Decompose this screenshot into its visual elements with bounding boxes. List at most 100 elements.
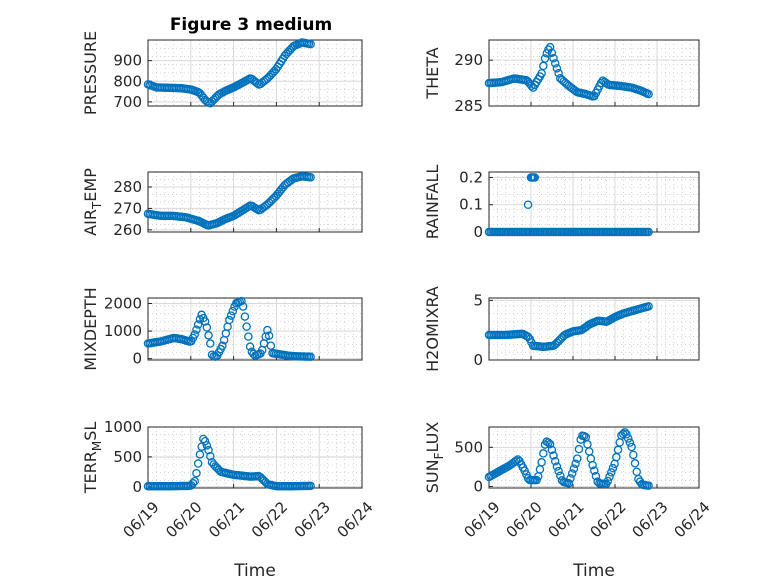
data-point xyxy=(240,312,250,321)
data-point xyxy=(190,477,199,486)
y-axis-label: PRESSURE xyxy=(81,31,100,115)
y-axis-label: RAINFALL xyxy=(423,165,442,240)
data-point xyxy=(567,469,577,478)
data-point xyxy=(192,325,201,334)
data-point xyxy=(608,463,618,473)
data-point xyxy=(630,459,640,468)
data-point xyxy=(603,476,613,486)
data-point xyxy=(228,306,238,316)
data-point xyxy=(200,317,210,326)
y-axis-label: TERRMSL xyxy=(81,422,104,495)
figure-title: Figure 3 medium xyxy=(170,15,332,35)
data-point xyxy=(554,466,563,476)
data-point xyxy=(204,445,213,455)
y-tick-label: 0 xyxy=(473,351,483,369)
y-tick-label: 270 xyxy=(113,199,142,217)
x-axis-label: Time xyxy=(572,561,615,581)
data-point xyxy=(622,429,631,439)
axes-frame xyxy=(147,297,363,361)
subplot-theta: 285 290 THETA xyxy=(423,39,700,115)
data-point xyxy=(193,459,203,468)
data-point xyxy=(244,332,253,341)
x-tick-label: 06/21 xyxy=(544,498,587,541)
data-point xyxy=(644,89,653,99)
y-tick-label: 900 xyxy=(113,52,142,70)
y-tick-label: 260 xyxy=(113,221,142,239)
subplot-air-temp: 260 270 280 AIRTEMP xyxy=(81,168,363,239)
axes-frame xyxy=(488,426,700,489)
data-point xyxy=(202,441,212,450)
data-point xyxy=(192,468,201,478)
axes-frame xyxy=(147,39,363,107)
data-point xyxy=(552,64,562,73)
data-point xyxy=(591,471,601,481)
y-tick-label: 0 xyxy=(132,478,142,496)
y-tick-label: 800 xyxy=(113,72,142,90)
axes-frame xyxy=(488,39,700,107)
y-tick-label: 0 xyxy=(473,477,483,495)
data-point xyxy=(199,434,208,444)
y-tick-label: 500 xyxy=(454,438,483,456)
data-point xyxy=(306,481,315,491)
data-point xyxy=(238,302,248,311)
y-tick-label: 285 xyxy=(454,97,483,115)
x-tick-label: 06/21 xyxy=(205,498,248,541)
x-tick-label: 06/22 xyxy=(586,498,629,541)
subplot-rainfall: 0 0.1 0.2 RAINFALL xyxy=(423,165,700,241)
data-point xyxy=(550,456,560,466)
data-point xyxy=(571,459,580,468)
x-tick-label: 06/20 xyxy=(162,498,205,541)
y-tick-label: 0 xyxy=(473,223,483,241)
data-point xyxy=(204,331,213,340)
data-point xyxy=(237,296,246,306)
x-tick-label: 06/20 xyxy=(502,498,545,541)
axes-frame xyxy=(147,171,363,233)
data-point xyxy=(264,331,274,340)
y-tick-label: 0 xyxy=(132,350,142,368)
data-point xyxy=(545,42,555,52)
y-tick-label: 0.2 xyxy=(459,168,483,186)
data-point xyxy=(206,451,215,461)
x-tick-label: 06/19 xyxy=(119,498,162,541)
data-point xyxy=(644,227,653,237)
data-point xyxy=(547,445,557,455)
subplot-h2omixra: 0 5 H2OMIXRA xyxy=(423,286,700,372)
data-point xyxy=(564,479,574,488)
data-point xyxy=(306,39,315,49)
data-point xyxy=(226,311,236,320)
data-point xyxy=(644,302,653,311)
data-point xyxy=(544,438,553,447)
data-point xyxy=(623,434,633,443)
data-point xyxy=(202,323,212,332)
data-point xyxy=(206,339,215,348)
y-axis-label: H2OMIXRA xyxy=(423,286,442,372)
data-point xyxy=(644,481,653,490)
data-point xyxy=(550,59,560,68)
data-point xyxy=(190,330,199,339)
y-axis-label: THETA xyxy=(423,47,442,99)
data-point xyxy=(547,48,557,57)
y-tick-label: 1000 xyxy=(104,418,142,436)
data-point xyxy=(618,429,628,439)
data-point xyxy=(590,466,599,475)
data-point xyxy=(523,200,533,209)
data-point xyxy=(245,342,255,351)
y-tick-label: 5 xyxy=(473,291,483,309)
subplot-terr-msl: 0 500 1000 06/19 06/20 06/21 06/22 06/23 06/24 Ti… xyxy=(81,418,377,581)
data-point xyxy=(588,460,597,470)
y-tick-label: 700 xyxy=(113,93,142,111)
subplot-pressure: 700 800 900 PRESSURE xyxy=(81,31,363,115)
data-point xyxy=(532,475,541,485)
data-point xyxy=(552,462,562,471)
y-tick-label: 1000 xyxy=(104,322,142,340)
axes-frame xyxy=(488,297,700,361)
data-point xyxy=(569,464,579,473)
x-tick-label: 06/24 xyxy=(333,498,376,541)
data-point xyxy=(530,173,540,182)
axes-frame xyxy=(147,426,363,489)
plot-area xyxy=(147,171,363,233)
data-point xyxy=(629,450,638,460)
